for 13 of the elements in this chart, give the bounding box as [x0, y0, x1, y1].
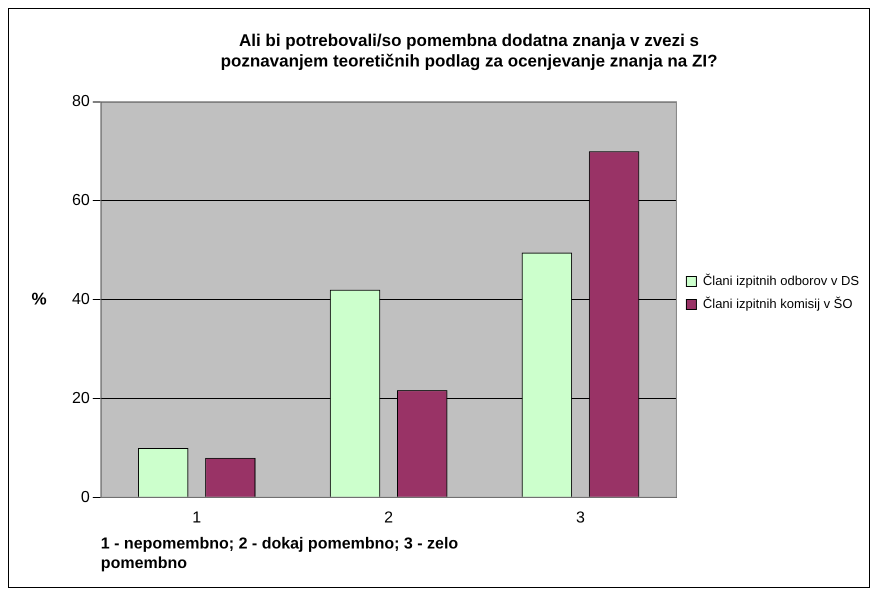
y-tick-label: 60 — [72, 192, 90, 210]
legend-label: Člani izpitnih komisij v ŠO — [702, 296, 852, 312]
chart-title: Ali bi potrebovali/so pomembna dodatna znanja v zvezi s poznavanjem teoretičnih podlag za ocenjevanje znanja na ZI? — [220, 30, 718, 70]
y-tick-label: 80 — [72, 93, 90, 110]
x-axis-title: 1 - nepomembno; 2 - dokaj pomembno; 3 - zelo pomembno — [100, 536, 458, 572]
y-tick-label: 40 — [72, 291, 90, 308]
y-axis-title: % — [31, 289, 47, 308]
x-tick-label: 3 — [576, 509, 586, 526]
x-tick-label: 1 — [192, 509, 202, 526]
x-tick-label: 2 — [384, 509, 394, 526]
y-tick-label: 20 — [72, 390, 90, 407]
y-tick-label: 0 — [80, 488, 90, 506]
legend-label: Člani izpitnih odborov v DS — [702, 273, 860, 288]
